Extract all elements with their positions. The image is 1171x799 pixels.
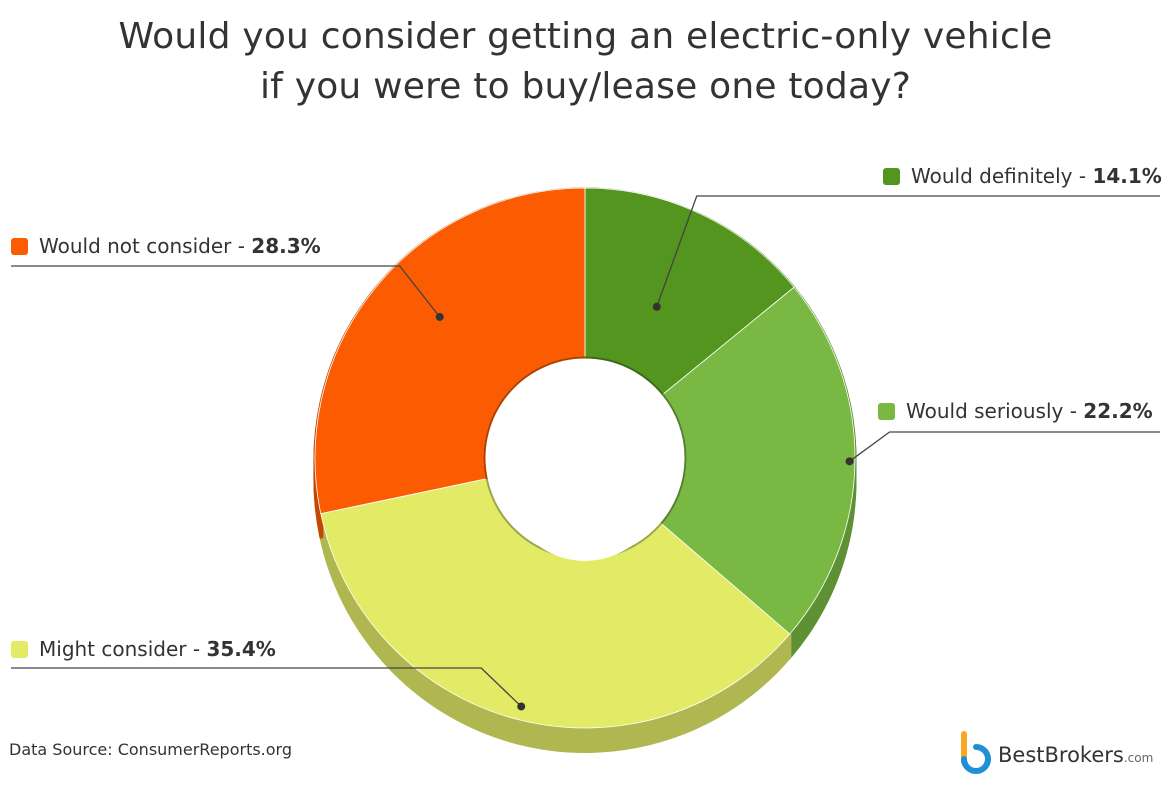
chart-title: Would you consider getting an electric-o… <box>0 12 1171 112</box>
legend-sep-would-seriously: - <box>1063 399 1084 423</box>
legend-name-might-consider: Might consider <box>39 637 187 661</box>
leader-dot-would-definitely <box>652 302 661 311</box>
legend-value-would-not-consider: 28.3% <box>251 234 321 258</box>
slice-inner-edge-would-not-consider <box>483 356 586 480</box>
legend-swatch-might-consider <box>11 641 28 658</box>
legend-would-seriously: Would seriously - 22.2% <box>878 399 1153 423</box>
logo-wordmark: BestBrokers.com <box>998 743 1153 767</box>
legend-sep-would-definitely: - <box>1072 164 1093 188</box>
legend-name-would-not-consider: Would not consider <box>39 234 232 258</box>
legend-sep-might-consider: - <box>186 637 207 661</box>
legend-swatch-would-seriously <box>878 403 895 420</box>
leader-line-would-seriously <box>849 431 1160 462</box>
legend-value-would-definitely: 14.1% <box>1092 164 1162 188</box>
legend-swatch-would-definitely <box>883 168 900 185</box>
legend-value-might-consider: 35.4% <box>206 637 276 661</box>
leader-dot-might-consider <box>517 702 526 711</box>
leader-line-might-consider <box>11 667 522 707</box>
bestbrokers-logo-icon <box>961 731 991 774</box>
legend-would-not-consider: Would not consider - 28.3% <box>11 234 321 258</box>
title-line-1: Would you consider getting an electric-o… <box>118 16 1053 57</box>
leader-dot-would-not-consider <box>435 312 444 321</box>
title-line-2: if you were to buy/lease one today? <box>259 66 912 107</box>
legend-value-would-seriously: 22.2% <box>1083 399 1153 423</box>
logo-name: BestBrokers <box>998 743 1124 767</box>
legend-name-would-seriously: Would seriously <box>906 399 1064 423</box>
legend-name-would-definitely: Would definitely <box>911 164 1073 188</box>
bestbrokers-logo: BestBrokers.com <box>958 729 1168 779</box>
logo-suffix: .com <box>1123 751 1154 765</box>
legend-swatch-would-not-consider <box>11 238 28 255</box>
legend-might-consider: Might consider - 35.4% <box>11 637 276 661</box>
legend-sep-would-not-consider: - <box>231 234 252 258</box>
donut-hole <box>502 383 668 561</box>
legend-would-definitely: Would definitely - 14.1% <box>883 164 1162 188</box>
data-source: Data Source: ConsumerReports.org <box>9 740 293 759</box>
leader-dot-would-seriously <box>845 457 854 466</box>
leader-line-would-definitely <box>656 195 1160 307</box>
leader-line-would-not-consider <box>11 265 441 318</box>
